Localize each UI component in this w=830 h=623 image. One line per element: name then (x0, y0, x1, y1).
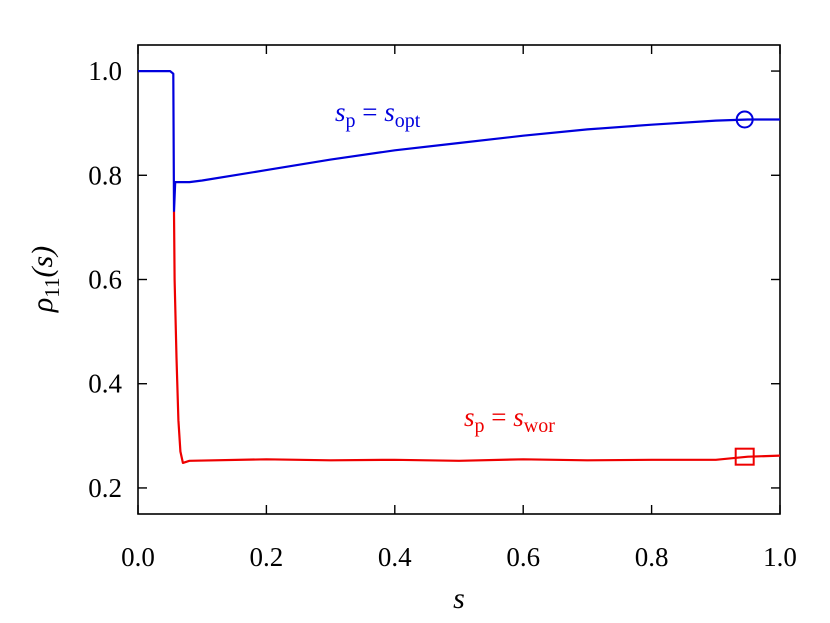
series-label-opt-s2: s (384, 97, 395, 127)
series-label-wor-s1: s (464, 402, 475, 432)
series-group (138, 70, 781, 466)
x-tick-label: 1.0 (763, 542, 797, 572)
y-tick-label: 0.4 (88, 369, 122, 399)
x-tick-label: 0.4 (378, 542, 412, 572)
y-axis-label-sub: 11 (40, 278, 64, 298)
y-tick-label: 0.8 (88, 160, 122, 190)
series-label-opt-sub1: p (346, 110, 356, 132)
y-tick-label: 0.6 (88, 265, 122, 295)
x-tick-label: 0.8 (635, 542, 669, 572)
y-tick-label: 0.2 (88, 473, 122, 503)
series-marker-square (734, 447, 755, 466)
series-label-opt: sp = sopt (335, 97, 421, 132)
series-label-wor-s2: s (513, 402, 524, 432)
series-label-wor-sub2: wor (524, 415, 555, 437)
series-label-opt-s1: s (335, 97, 346, 127)
x-axis-label: s (453, 582, 465, 615)
x-tick-label: 0.0 (121, 542, 155, 572)
ticks (137, 45, 781, 514)
y-axis-label: ρ11(s) (26, 246, 64, 313)
y-axis-label-rest: (s) (26, 246, 59, 278)
y-axis-label-base: ρ (26, 298, 59, 313)
labels-group: 0.0 0.2 0.4 0.6 0.8 1.0 0.2 0.4 0.6 0.8 1.0 (88, 56, 797, 572)
x-tick-label: 0.6 (506, 542, 540, 572)
series-label-opt-sub2: opt (395, 110, 421, 132)
plot-frame (137, 44, 781, 515)
series-line-1 (172, 211, 781, 464)
series-label-wor: sp = swor (464, 402, 555, 437)
series-label-opt-eq: = (356, 97, 385, 127)
x-tick-label: 0.2 (250, 542, 284, 572)
series-label-wor-eq: = (485, 402, 514, 432)
series-line-0 (138, 70, 780, 213)
series-marker-circle (735, 110, 754, 129)
series-label-wor-sub1: p (475, 415, 485, 437)
y-tick-label: 1.0 (88, 56, 122, 86)
